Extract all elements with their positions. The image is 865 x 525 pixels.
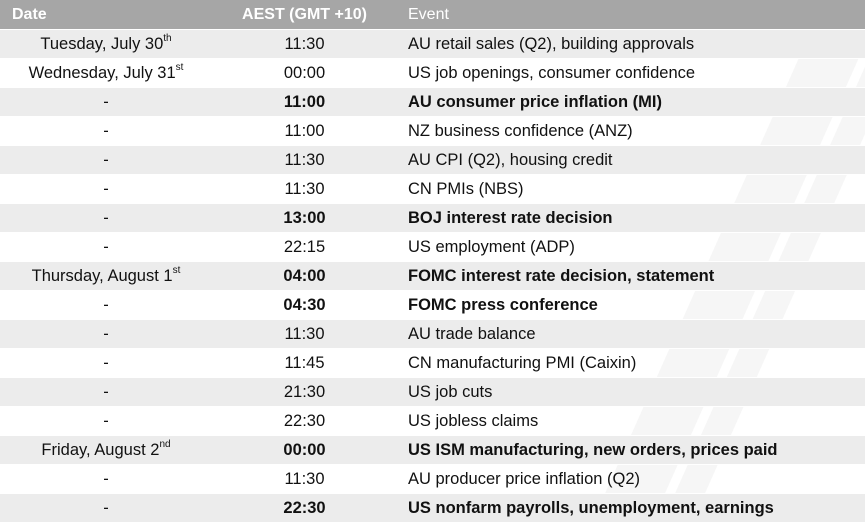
- row-date-text: Wednesday, July 31: [28, 63, 176, 82]
- row-event: CN PMIs (NBS): [408, 179, 524, 198]
- row-event: US ISM manufacturing, new orders, prices…: [408, 440, 778, 459]
- row-date: -: [0, 151, 212, 170]
- row-time: 04:30: [283, 295, 326, 314]
- row-time: 11:45: [284, 353, 325, 372]
- row-event: FOMC press conference: [408, 295, 598, 314]
- row-date: -: [0, 180, 212, 199]
- row-date: -: [0, 412, 212, 431]
- row-date-text: Thursday, August 1: [31, 266, 173, 285]
- row-date: -: [0, 383, 212, 402]
- row-date: Tuesday, July 30th: [0, 33, 212, 54]
- row-date-text: Friday, August 2: [41, 440, 160, 459]
- header-date: Date: [12, 5, 47, 23]
- row-date-text: -: [103, 208, 109, 227]
- row-event: CN manufacturing PMI (Caixin): [408, 353, 637, 372]
- row-date: Friday, August 2nd: [0, 439, 212, 460]
- row-time: 11:30: [284, 179, 325, 198]
- table-row: Thursday, August 1st 04:00 FOMC interest r…: [0, 261, 865, 290]
- row-date: -: [0, 354, 212, 373]
- row-date: -: [0, 238, 212, 257]
- table-row: - 22:30 US jobless claims: [0, 406, 865, 435]
- row-date: -: [0, 470, 212, 489]
- table-row: - 21:30 US job cuts: [0, 377, 865, 406]
- row-date: -: [0, 93, 212, 112]
- row-date: -: [0, 296, 212, 315]
- row-event: FOMC interest rate decision, statement: [408, 266, 715, 285]
- table-row: - 11:30 CN PMIs (NBS): [0, 174, 865, 203]
- row-event: AU CPI (Q2), housing credit: [408, 150, 613, 169]
- row-time: 00:00: [283, 440, 326, 459]
- row-event: AU producer price inflation (Q2): [408, 469, 641, 488]
- row-date-ordinal: th: [163, 33, 172, 44]
- row-event: US jobless claims: [408, 411, 539, 430]
- row-date-text: -: [103, 469, 109, 488]
- row-event: BOJ interest rate decision: [408, 208, 613, 227]
- table-row: - 11:30 AU trade balance: [0, 319, 865, 348]
- row-time: 22:30: [283, 411, 326, 430]
- table-body: Tuesday, July 30th 11:30 AU retail sales (…: [0, 29, 865, 522]
- row-date: -: [0, 209, 212, 228]
- row-date-text: -: [103, 237, 109, 256]
- row-date-text: -: [103, 324, 109, 343]
- row-date-text: -: [103, 382, 109, 401]
- row-date: Thursday, August 1st: [0, 265, 212, 286]
- table-header: Date AEST (GMT +10) Event: [0, 0, 865, 29]
- table-row: - 11:00 NZ business confidence (ANZ): [0, 116, 865, 145]
- row-time: 04:00: [283, 266, 326, 285]
- row-time: 11:30: [284, 34, 325, 53]
- row-time: 11:30: [284, 469, 325, 488]
- row-event: US job cuts: [408, 382, 493, 401]
- table-row: Friday, August 2nd 00:00 US ISM manufactur…: [0, 435, 865, 464]
- row-event: AU trade balance: [408, 324, 536, 343]
- table-row: - 22:15 US employment (ADP): [0, 232, 865, 261]
- table-row: - 13:00 BOJ interest rate decision: [0, 203, 865, 232]
- row-date-text: -: [103, 498, 109, 517]
- row-time: 13:00: [283, 208, 326, 227]
- table-row: - 04:30 FOMC press conference: [0, 290, 865, 319]
- row-event: US nonfarm payrolls, unemployment, earni…: [408, 498, 774, 517]
- row-event: AU consumer price inflation (MI): [408, 92, 662, 111]
- row-time: 22:15: [283, 237, 326, 256]
- row-date-ordinal: st: [172, 265, 181, 276]
- table-row: - 11:30 AU producer price inflation (Q2): [0, 464, 865, 493]
- table-row: Tuesday, July 30th 11:30 AU retail sales (…: [0, 29, 865, 58]
- header-event: Event: [408, 5, 449, 23]
- row-time: 21:30: [283, 382, 326, 401]
- row-date-text: -: [103, 179, 109, 198]
- row-time: 00:00: [283, 63, 326, 82]
- row-event: AU retail sales (Q2), building approvals: [408, 34, 695, 53]
- row-time: 22:30: [283, 498, 326, 517]
- row-date-text: -: [103, 92, 109, 111]
- row-date: -: [0, 325, 212, 344]
- row-time: 11:30: [284, 150, 325, 169]
- row-date-text: -: [103, 121, 109, 140]
- row-date-text: -: [103, 295, 109, 314]
- table-row: - 22:30 US nonfarm payrolls, unemployment,…: [0, 493, 865, 522]
- table-row: Wednesday, July 31st 00:00 US job openings…: [0, 58, 865, 87]
- row-time: 11:00: [284, 121, 325, 140]
- row-date-ordinal: st: [175, 62, 184, 73]
- table-row: - 11:45 CN manufacturing PMI (Caixin): [0, 348, 865, 377]
- table-row: - 11:00 AU consumer price inflation (MI): [0, 87, 865, 116]
- row-date: -: [0, 499, 212, 518]
- row-event: NZ business confidence (ANZ): [408, 121, 633, 140]
- row-date-text: -: [103, 411, 109, 430]
- row-date-text: Tuesday, July 30: [40, 34, 164, 53]
- row-date-ordinal: nd: [159, 439, 171, 450]
- row-date-text: -: [103, 353, 109, 372]
- row-event: US employment (ADP): [408, 237, 575, 256]
- row-event: US job openings, consumer confidence: [408, 63, 696, 82]
- row-time: 11:00: [283, 92, 326, 111]
- row-date: -: [0, 122, 212, 141]
- table-row: - 11:30 AU CPI (Q2), housing credit: [0, 145, 865, 174]
- header-time: AEST (GMT +10): [242, 5, 367, 23]
- row-date: Wednesday, July 31st: [0, 62, 212, 83]
- row-date-text: -: [103, 150, 109, 169]
- row-time: 11:30: [284, 324, 325, 343]
